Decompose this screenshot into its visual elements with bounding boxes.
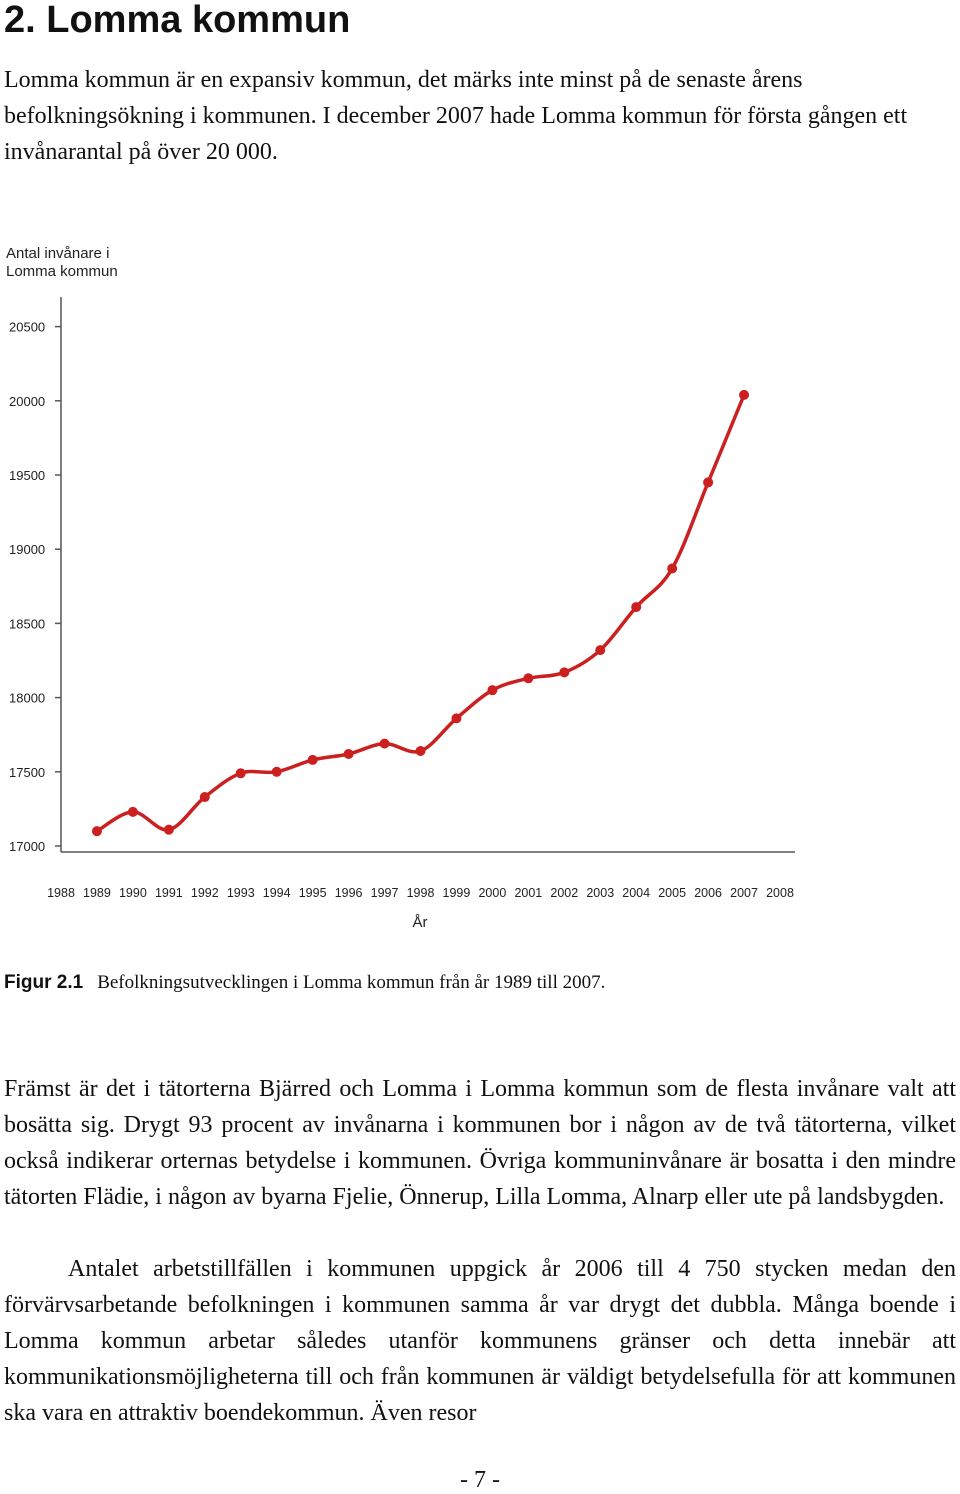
data-point [307,754,318,765]
y-tick-label: 17000 [9,839,45,854]
x-tick-label: 1989 [83,886,111,900]
x-tick-label: 1998 [407,886,435,900]
figure-caption-text: Befolkningsutvecklingen i Lomma kommun f… [97,972,606,993]
x-tick-label: 2004 [622,886,650,900]
body-paragraph-2: Antalet arbetstillfällen i kommunen uppg… [4,1256,956,1426]
x-tick-label: 1996 [335,886,363,900]
x-tick-label: 2001 [514,886,542,900]
y-axis-title-line1: Antal invånare i [6,245,109,262]
data-point [91,826,102,837]
page-number: - 7 - [460,1467,500,1493]
figure-label: Figur 2.1 [4,972,84,993]
data-point [127,806,138,817]
body-paragraph-1: Främst är det i tätorterna Bjärred och L… [4,1076,956,1210]
x-tick-label: 2003 [586,886,614,900]
data-point [271,766,282,777]
y-tick-label: 19500 [9,468,45,483]
x-tick-label: 1993 [227,886,255,900]
y-tick-label: 20000 [9,394,45,409]
figure-caption: Figur 2.1 Befolkningsutvecklingen i Lomma… [4,968,605,998]
data-point [703,477,714,488]
y-tick-label: 17500 [9,765,45,780]
x-tick-label: 2008 [766,886,794,900]
data-point [595,645,606,656]
x-tick-label: 1997 [371,886,399,900]
x-tick-label: 1990 [119,886,147,900]
data-point [415,746,426,757]
data-point [487,685,498,696]
data-point [379,738,390,749]
x-tick-label: 1995 [299,886,327,900]
y-tick-label: 18500 [9,616,45,631]
data-point [163,824,174,835]
data-point [631,602,642,613]
data-point [199,792,210,803]
y-tick-label: 19000 [9,542,45,557]
x-axis-title: År [413,914,428,931]
x-tick-label: 2005 [658,886,686,900]
data-point [235,768,246,779]
data-point [559,667,570,678]
x-tick-label: 2006 [694,886,722,900]
x-tick-label: 1988 [47,886,75,900]
series-line [96,394,746,833]
x-tick-label: 1994 [263,886,291,900]
data-point [667,563,678,574]
data-point [523,673,534,684]
section-heading: 2. Lomma kommun [4,0,351,41]
x-tick-label: 2007 [730,886,758,900]
x-tick-label: 1991 [155,886,183,900]
data-point [343,748,354,759]
x-tick-label: 2002 [550,886,578,900]
x-tick-label: 2000 [478,886,506,900]
intro-paragraph: Lomma kommun är en expansiv kommun, det … [4,67,908,165]
data-point [451,713,462,724]
data-point [739,389,750,400]
x-tick-label: 1999 [443,886,471,900]
x-tick-label: 1992 [191,886,219,900]
y-tick-label: 18000 [9,691,45,706]
y-axis-title-line2: Lomma kommun [6,263,118,280]
y-tick-label: 20500 [9,320,45,335]
